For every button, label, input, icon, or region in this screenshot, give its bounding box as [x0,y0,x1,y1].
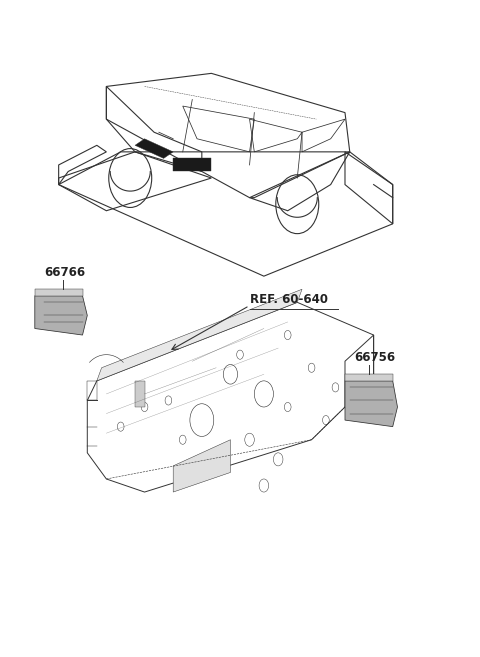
Text: 66766: 66766 [44,267,85,279]
Polygon shape [173,158,211,171]
Text: REF. 60-640: REF. 60-640 [250,292,327,306]
Polygon shape [345,381,397,426]
Polygon shape [345,374,393,381]
Polygon shape [35,289,83,296]
Polygon shape [97,289,302,381]
Text: 66756: 66756 [355,351,396,365]
Polygon shape [135,139,173,158]
Polygon shape [35,296,87,335]
Polygon shape [135,381,144,407]
Polygon shape [173,440,230,492]
